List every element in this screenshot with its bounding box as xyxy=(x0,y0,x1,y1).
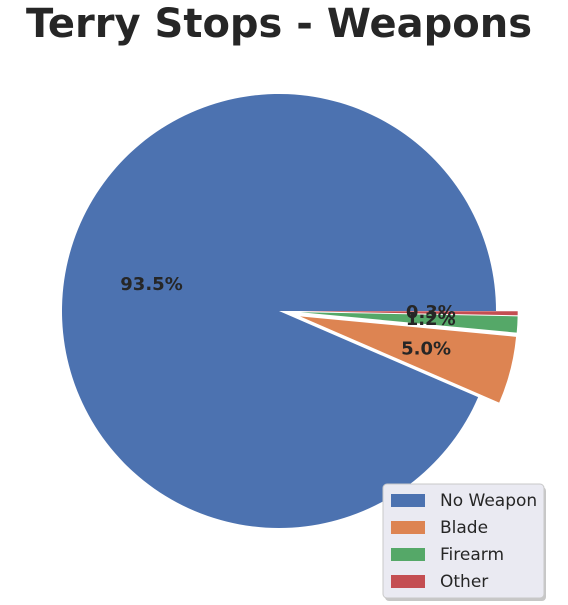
legend-swatch-other xyxy=(391,575,425,588)
pie-label-other: 0.3% xyxy=(406,302,456,323)
chart-title: Terry Stops - Weapons xyxy=(26,1,532,47)
legend-label-firearm: Firearm xyxy=(440,545,504,565)
pie-label-blade: 5.0% xyxy=(401,338,451,359)
legend-swatch-blade xyxy=(391,521,425,534)
pie-slice-other xyxy=(300,311,518,316)
pie-slice-blade xyxy=(300,316,517,403)
pie-slice-firearm xyxy=(300,312,518,333)
legend-box xyxy=(382,483,545,599)
pie-slices xyxy=(62,93,518,528)
pie-labels: 93.5% 5.0% 1.2%0.3% xyxy=(120,274,456,359)
legend-label-blade: Blade xyxy=(440,518,488,538)
legend: No Weapon Blade Firearm Other xyxy=(382,483,546,601)
legend-swatch-no-weapon xyxy=(391,494,425,507)
legend-label-other: Other xyxy=(440,572,488,592)
legend-label-no-weapon: No Weapon xyxy=(440,491,537,511)
pie-label-no-weapon: 93.5% xyxy=(120,274,182,295)
pie-slice-no-weapon xyxy=(62,93,497,528)
legend-swatch-firearm xyxy=(391,548,425,561)
pie-label-firearm: 1.2% xyxy=(406,309,456,330)
